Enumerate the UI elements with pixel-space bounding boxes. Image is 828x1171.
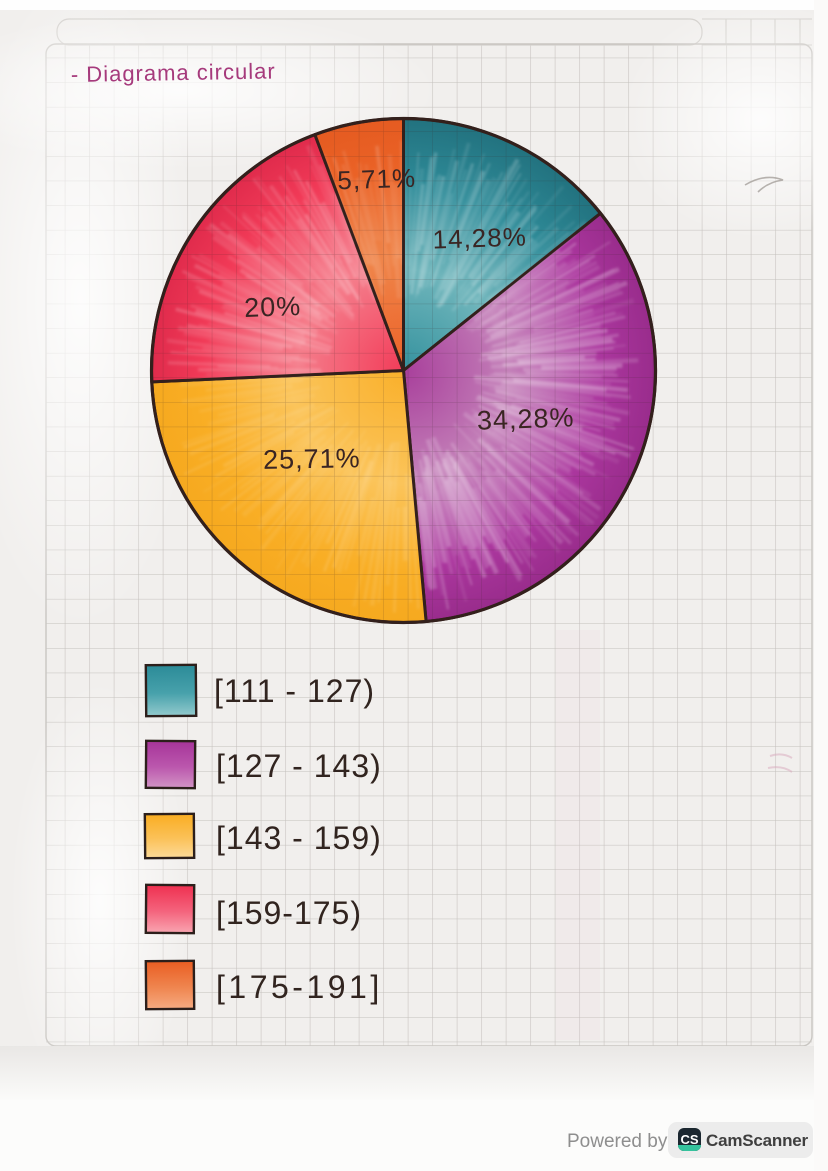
svg-text:34,28%: 34,28% — [476, 402, 575, 435]
svg-text:Powered by: Powered by — [567, 1131, 668, 1152]
svg-text:[127 - 143): [127 - 143) — [216, 748, 382, 784]
svg-text:CamScanner: CamScanner — [706, 1131, 809, 1150]
svg-text:[143 - 159): [143 - 159) — [216, 820, 382, 856]
svg-text:[159-175): [159-175) — [216, 895, 362, 931]
svg-text:[175-191]: [175-191] — [216, 969, 383, 1005]
svg-text:14,28%: 14,28% — [432, 221, 527, 254]
svg-text:25,71%: 25,71% — [263, 443, 361, 475]
svg-text:[111 - 127): [111 - 127) — [214, 673, 375, 709]
svg-text:CS: CS — [680, 1132, 698, 1147]
svg-text:20%: 20% — [244, 291, 302, 323]
svg-text:5,71%: 5,71% — [337, 163, 417, 196]
svg-text:- Diagrama circular: - Diagrama circular — [71, 58, 276, 87]
